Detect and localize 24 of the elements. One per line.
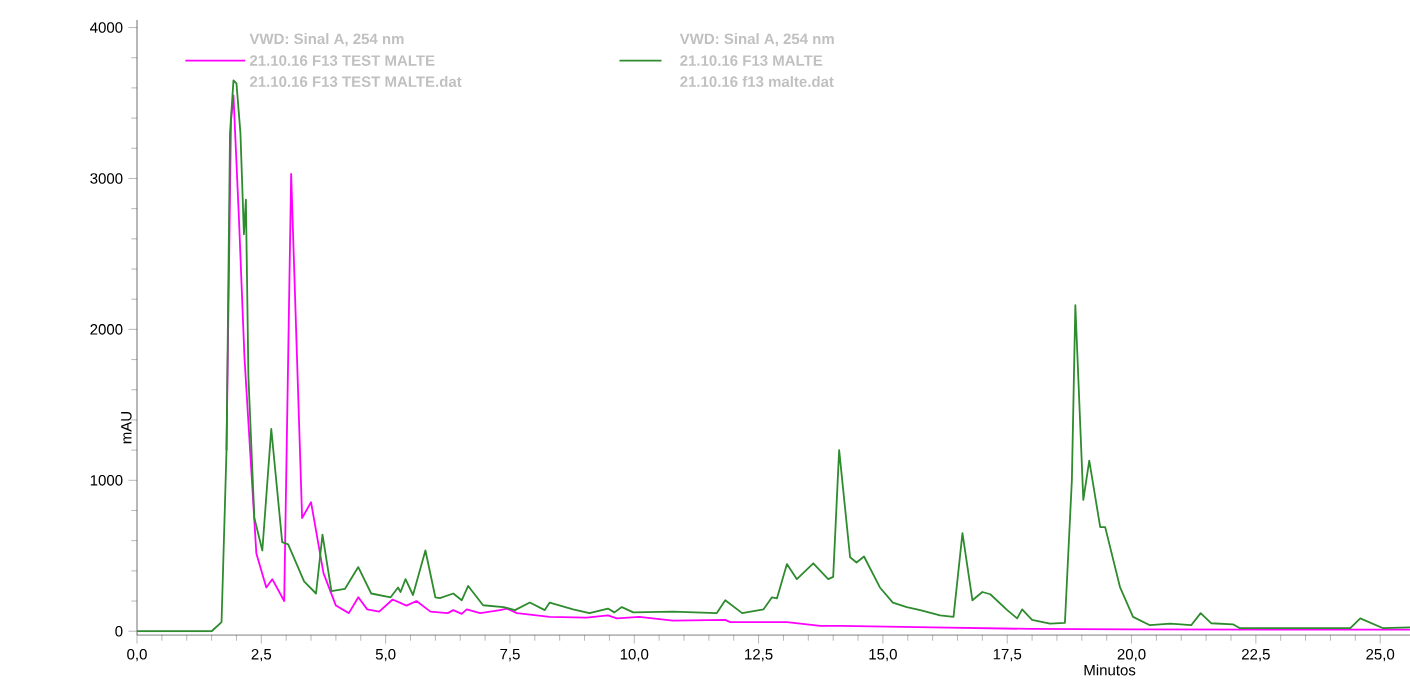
y-tick-label: 4000 [90, 22, 123, 33]
annotation: 21.10.16 f13 malte.dat [680, 76, 834, 88]
x-tick-label: 20,0 [1117, 648, 1146, 662]
annotation: VWD: Sinal A, 254 nm [249, 33, 404, 47]
x-tick-label: 17,5 [993, 648, 1022, 662]
legend-label: 21.10.16 F13 TEST MALTE [249, 55, 435, 66]
annotation: VWD: Sinal A, 254 nm [679, 33, 834, 47]
x-axis-title: Minutos [1084, 664, 1136, 676]
x-tick-label: 0,0 [127, 648, 147, 662]
annotation: 21.10.16 F13 TEST MALTE.dat [249, 76, 462, 88]
x-tick-label: 5,0 [375, 648, 396, 662]
x-tick-label: 12,5 [745, 648, 773, 662]
x-tick-label: 25,0 [1366, 648, 1395, 662]
y-tick-label: 3000 [90, 173, 123, 184]
y-axis-title: mAU [121, 412, 132, 444]
x-tick-label: 10,0 [620, 648, 649, 662]
x-tick-label: 22,5 [1242, 648, 1270, 662]
x-tick-label: 7,5 [500, 648, 520, 662]
legend-label: 21.10.16 F13 MALTE [680, 55, 823, 66]
x-tick-label: 15,0 [869, 648, 897, 662]
y-tick-label: 0 [115, 625, 123, 637]
y-tick-label: 2000 [90, 324, 123, 335]
x-tick-label: 2,5 [251, 648, 272, 662]
y-tick-label: 1000 [90, 474, 123, 486]
